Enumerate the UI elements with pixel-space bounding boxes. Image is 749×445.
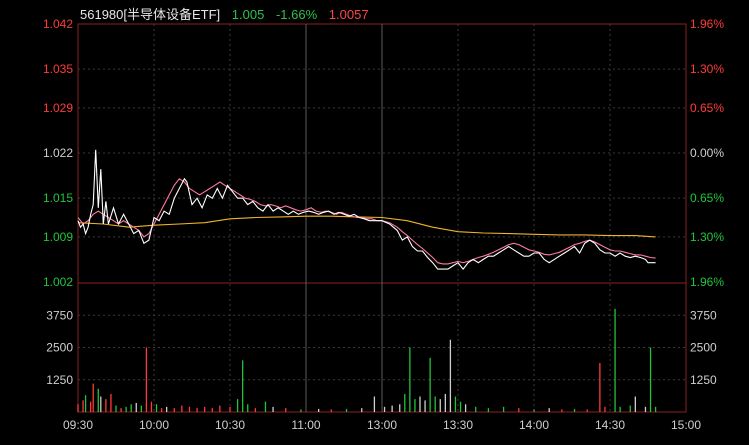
volume-tick-label-right: 3750 bbox=[690, 308, 717, 322]
quote-header: 561980[半导体设备ETF] 1.005 -1.66% 1.0057 bbox=[80, 4, 377, 23]
time-tick-label: 10:00 bbox=[139, 418, 169, 432]
time-tick-label: 10:30 bbox=[215, 418, 245, 432]
time-tick-label: 14:00 bbox=[519, 418, 549, 432]
price-tick-label: 1.022 bbox=[43, 146, 73, 160]
series-line-average bbox=[77, 215, 656, 238]
series-line-price bbox=[77, 149, 656, 270]
price-tick-label: 1.002 bbox=[43, 275, 73, 289]
volume-tick-label: 1250 bbox=[46, 373, 73, 387]
price-tick-label: 1.029 bbox=[43, 101, 73, 115]
time-tick-label: 13:30 bbox=[443, 418, 473, 432]
last-price: 1.005 bbox=[231, 7, 265, 22]
price-tick-label: 1.009 bbox=[43, 230, 73, 244]
price-tick-label: 1.042 bbox=[43, 17, 73, 31]
percent-tick-label: 0.65% bbox=[690, 191, 724, 205]
percent-tick-label: 1.30% bbox=[690, 230, 724, 244]
time-tick-label: 15:00 bbox=[671, 418, 701, 432]
volume-tick-label-right: 1250 bbox=[690, 373, 717, 387]
percent-tick-label: 0.00% bbox=[690, 146, 724, 160]
time-tick-label: 14:30 bbox=[595, 418, 625, 432]
volume-tick-label-right: 2500 bbox=[690, 341, 717, 355]
time-tick-label: 13:00 bbox=[367, 418, 397, 432]
percent-tick-label: 1.30% bbox=[690, 62, 724, 76]
average-price: 1.0057 bbox=[328, 7, 369, 22]
series-line-pink bbox=[77, 178, 656, 265]
percent-tick-label: 1.96% bbox=[690, 275, 724, 289]
volume-tick-label: 3750 bbox=[46, 308, 73, 322]
price-tick-label: 1.035 bbox=[43, 62, 73, 76]
volume-tick-label: 2500 bbox=[46, 341, 73, 355]
price-tick-label: 1.015 bbox=[43, 191, 73, 205]
percent-tick-label: 0.65% bbox=[690, 101, 724, 115]
percent-tick-label: 1.96% bbox=[690, 17, 724, 31]
time-tick-label: 11:00 bbox=[291, 418, 320, 432]
security-name: 561980[半导体设备ETF] bbox=[80, 7, 221, 22]
time-tick-label: 09:30 bbox=[63, 418, 93, 432]
change-percent: -1.66% bbox=[275, 7, 318, 22]
